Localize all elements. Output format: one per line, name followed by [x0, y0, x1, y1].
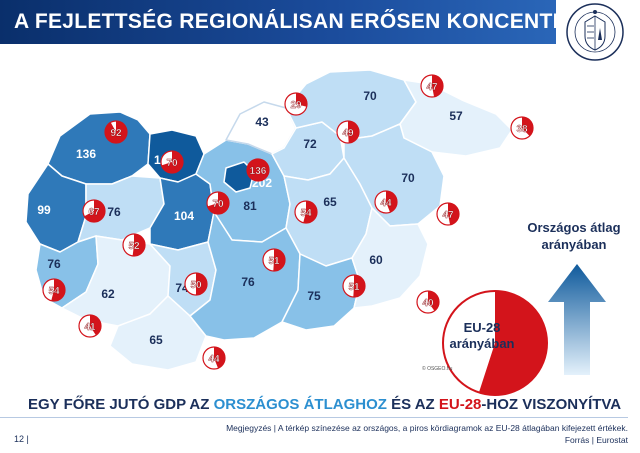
eu-value: 67	[88, 207, 100, 218]
national-value: 81	[243, 199, 257, 213]
headline-part3: ÉS AZ	[386, 396, 439, 413]
eu-value: 92	[110, 128, 122, 139]
eu-value: 47	[442, 210, 454, 221]
eu-pie: 52	[122, 233, 146, 257]
eu-pie: 136	[246, 158, 270, 182]
eu-value: 51	[268, 256, 280, 267]
county-bacs-kiskun	[189, 211, 301, 341]
eu-pie: 54	[294, 200, 318, 224]
headline-part5: -HOZ VISZONYÍTVA	[481, 396, 622, 413]
eu-pie: 38	[510, 116, 534, 140]
headline-part2: ORSZÁGOS ÁTLAGHOZ	[213, 396, 387, 413]
eu-value: 38	[516, 124, 528, 135]
bottom-headline: EGY FŐRE JUTÓ GDP AZ ORSZÁGOS ÁTLAGHOZ É…	[28, 396, 628, 413]
national-value: 60	[369, 253, 383, 267]
title-bar: A FEJLETTSÉG REGIONÁLISAN ERŐSEN KONCENT…	[0, 0, 608, 44]
footnote: Megjegyzés | A térkép színezése az orszá…	[226, 422, 628, 446]
eu-value: 49	[342, 128, 354, 139]
national-value: 76	[47, 257, 61, 271]
national-value: 70	[401, 171, 415, 185]
national-value: 65	[149, 333, 163, 347]
national-value: 136	[76, 147, 96, 161]
page-title: A FEJLETTSÉG REGIONÁLISAN ERŐSEN KONCENT…	[14, 10, 609, 33]
eu-value: 54	[48, 286, 60, 297]
eu-pie: 47	[420, 74, 444, 98]
national-legend-label: Országos átlag arányában	[514, 219, 634, 253]
national-value: 70	[363, 89, 377, 103]
national-value: 99	[37, 203, 51, 217]
eu-value: 47	[426, 82, 438, 93]
eu-value: 41	[84, 322, 96, 333]
eu-pie: 44	[202, 346, 226, 370]
headline-part1: EGY FŐRE JUTÓ GDP AZ	[28, 396, 214, 413]
national-value: 72	[303, 137, 317, 151]
eu-legend-line1: EU-28	[463, 320, 501, 335]
national-value: 76	[241, 275, 255, 289]
county-gyor-moson-sopron	[47, 111, 151, 185]
county-csongrad	[281, 253, 361, 331]
page-number: 12 |	[14, 434, 29, 444]
note-text: Megjegyzés | A térkép színezése az orszá…	[226, 423, 628, 433]
divider	[0, 417, 628, 418]
eu-value: 44	[208, 354, 220, 365]
map-credit: © OSGEO.hu	[422, 366, 453, 372]
source-text: Forrás | Eurostat	[564, 435, 628, 445]
eu-value: 40	[422, 298, 434, 309]
county-baranya	[109, 295, 207, 371]
national-value: 104	[174, 209, 194, 223]
national-legend-line2: arányában	[541, 237, 607, 252]
eu-pie: 70	[206, 191, 230, 215]
eu-value: 136	[250, 166, 267, 177]
eu-value: 50	[190, 280, 202, 291]
eu-pie: 51	[342, 274, 366, 298]
hungary-map: 1361009976104766274652028143727057657076…	[25, 69, 534, 371]
up-arrow-icon	[548, 264, 606, 375]
eu-legend-line2: arányában	[449, 336, 515, 351]
county-bekes	[351, 207, 429, 309]
mnb-seal-icon	[566, 3, 624, 61]
eu-pie: 41	[78, 314, 102, 338]
national-value: 57	[449, 109, 463, 123]
eu-pie: 67	[82, 199, 106, 223]
eu-pie: 49	[336, 120, 360, 144]
eu-pie: 50	[184, 272, 208, 296]
national-value: 62	[101, 287, 115, 301]
eu-value: 70	[166, 158, 178, 169]
eu-pie: 54	[42, 278, 66, 302]
eu-value: 70	[212, 199, 224, 210]
headline-part4: EU-28	[438, 396, 482, 413]
national-value: 43	[255, 115, 269, 129]
eu-legend-label: EU-28 arányában	[444, 320, 520, 352]
eu-pie: 40	[416, 290, 440, 314]
eu-value: 54	[300, 208, 312, 219]
county-szabolcs	[399, 79, 513, 157]
eu-pie: 47	[436, 202, 460, 226]
eu-pie: 70	[160, 150, 184, 174]
national-legend-line1: Országos átlag	[527, 220, 621, 235]
eu-pie: 92	[104, 120, 128, 144]
eu-pie: 51	[262, 248, 286, 272]
eu-value: 44	[380, 198, 392, 209]
eu-pie: 44	[374, 190, 398, 214]
eu-pie: 29	[284, 92, 308, 116]
eu-value: 52	[128, 241, 140, 252]
national-value: 76	[107, 205, 121, 219]
eu-value: 29	[290, 100, 302, 111]
national-value: 65	[323, 195, 337, 209]
national-value: 75	[307, 289, 321, 303]
eu-legend-pie	[442, 290, 548, 396]
eu-value: 51	[348, 282, 360, 293]
